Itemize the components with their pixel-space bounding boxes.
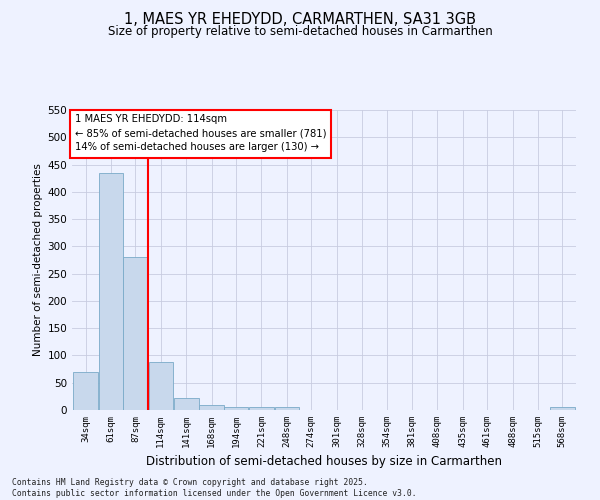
Bar bbox=[99, 172, 124, 410]
Bar bbox=[123, 258, 148, 410]
Bar bbox=[199, 404, 224, 410]
Text: Contains HM Land Registry data © Crown copyright and database right 2025.
Contai: Contains HM Land Registry data © Crown c… bbox=[12, 478, 416, 498]
Bar bbox=[550, 408, 575, 410]
Bar bbox=[174, 398, 199, 410]
Text: Size of property relative to semi-detached houses in Carmarthen: Size of property relative to semi-detach… bbox=[107, 25, 493, 38]
Bar bbox=[224, 408, 248, 410]
Bar bbox=[73, 372, 98, 410]
Text: 1 MAES YR EHEDYDD: 114sqm
← 85% of semi-detached houses are smaller (781)
14% of: 1 MAES YR EHEDYDD: 114sqm ← 85% of semi-… bbox=[74, 114, 326, 152]
X-axis label: Distribution of semi-detached houses by size in Carmarthen: Distribution of semi-detached houses by … bbox=[146, 456, 502, 468]
Bar bbox=[149, 362, 173, 410]
Y-axis label: Number of semi-detached properties: Number of semi-detached properties bbox=[33, 164, 43, 356]
Bar bbox=[249, 408, 274, 410]
Bar bbox=[275, 408, 299, 410]
Text: 1, MAES YR EHEDYDD, CARMARTHEN, SA31 3GB: 1, MAES YR EHEDYDD, CARMARTHEN, SA31 3GB bbox=[124, 12, 476, 28]
